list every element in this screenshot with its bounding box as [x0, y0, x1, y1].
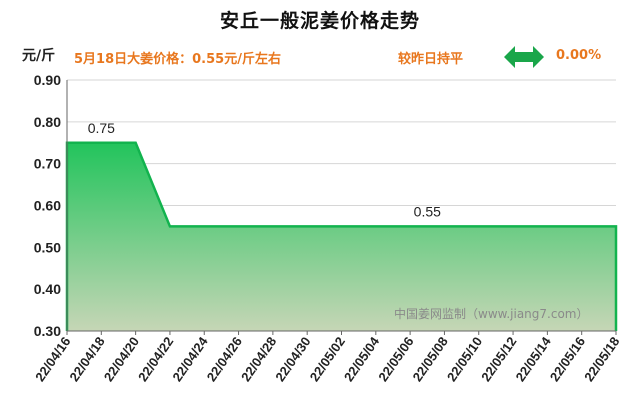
y-tick-label: 0.50	[34, 239, 61, 255]
label-layer: 0.75 0.55	[88, 120, 441, 220]
data-label: 0.55	[414, 203, 441, 219]
x-tick-label: 22/05/18	[581, 334, 622, 384]
watermark: 中国姜网监制（www.jiang7.com）	[394, 306, 588, 321]
double-arrow-icon	[504, 46, 544, 68]
data-label: 0.75	[88, 120, 115, 136]
price-line	[65, 141, 618, 331]
y-axis-unit: 元/斤	[22, 48, 56, 64]
compare-value: 0.00%	[556, 48, 602, 63]
compare-label: 较昨日持平	[398, 52, 464, 67]
price-summary: 5月18日大姜价格：0.55元/斤左右	[74, 52, 281, 67]
y-tick-label: 0.90	[34, 72, 61, 88]
price-area	[67, 142, 616, 331]
y-tick-label: 0.80	[34, 114, 61, 130]
chart-title: 安丘一般泥姜价格走势	[219, 10, 420, 32]
y-tick-label: 0.40	[34, 281, 61, 297]
y-tick-label: 0.30	[34, 323, 61, 339]
y-tick-label: 0.70	[34, 156, 61, 172]
y-tick-label: 0.60	[34, 198, 61, 214]
area-layer	[65, 141, 618, 331]
